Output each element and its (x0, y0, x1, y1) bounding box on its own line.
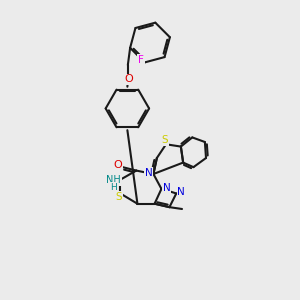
Text: S: S (161, 135, 168, 145)
Text: O: O (114, 160, 122, 170)
Text: F: F (138, 55, 144, 65)
Text: N: N (163, 183, 170, 193)
Text: O: O (124, 74, 133, 84)
Text: NH: NH (106, 175, 121, 185)
Text: S: S (116, 192, 122, 202)
Text: H: H (110, 182, 117, 191)
Text: N: N (177, 187, 185, 197)
Text: N: N (145, 168, 152, 178)
